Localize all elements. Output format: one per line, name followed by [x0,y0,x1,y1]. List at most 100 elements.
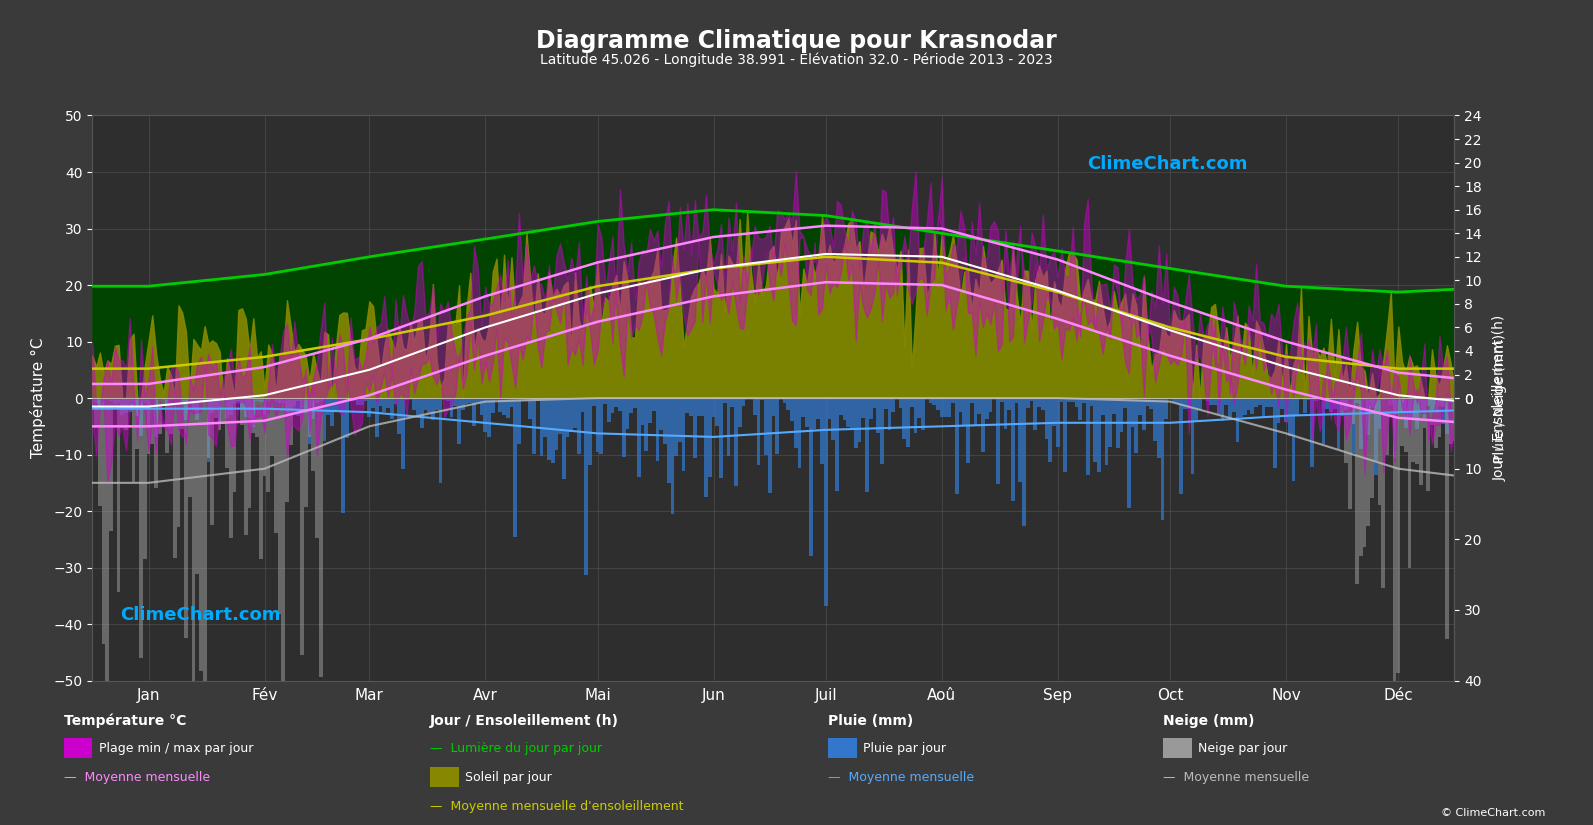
Bar [1373,398,1378,475]
Bar [1340,398,1344,417]
Bar [981,398,984,452]
Bar [196,398,199,574]
Bar [1423,398,1426,428]
Bar [94,398,99,428]
Bar [1426,398,1431,406]
Bar [191,398,196,752]
Bar [843,398,846,420]
Bar [621,398,626,457]
Bar [139,398,143,658]
Bar [1168,398,1172,399]
Bar [573,398,577,428]
Bar [260,398,263,559]
Text: Neige (mm): Neige (mm) [1163,714,1254,728]
Bar [996,398,1000,484]
Bar [1415,398,1419,464]
Bar [1408,398,1411,418]
Bar [965,398,970,464]
Bar [307,398,311,444]
Bar [632,398,637,408]
Bar [393,398,397,403]
Bar [954,398,959,494]
Bar [379,398,382,406]
Bar [1344,398,1348,464]
Bar [1120,398,1123,432]
Bar [701,398,704,416]
Bar [951,398,954,403]
Y-axis label: Pluie / Neige (mm): Pluie / Neige (mm) [1493,333,1507,463]
Bar [593,398,596,406]
Bar [771,398,776,416]
Bar [1228,398,1231,420]
Bar [274,398,277,533]
Bar [502,398,507,415]
Bar [984,398,989,419]
Bar [454,398,457,406]
Bar [734,398,738,486]
Bar [1373,398,1378,461]
Bar [1400,398,1403,446]
Bar [906,398,910,447]
Bar [1329,398,1333,412]
Bar [1220,398,1225,422]
Bar [585,398,588,574]
Bar [543,398,546,437]
Bar [671,398,674,514]
Bar [667,398,671,483]
Bar [1386,398,1389,455]
Bar [879,398,884,464]
Bar [446,398,449,401]
Bar [1126,398,1131,508]
Bar [1045,398,1048,439]
Bar [1351,398,1356,423]
Bar [1397,398,1400,673]
Bar [110,398,113,530]
Bar [161,398,166,399]
Bar [449,398,454,417]
Bar [1157,398,1161,459]
Bar [782,398,787,403]
Bar [1258,398,1262,405]
Bar [1403,398,1408,452]
Bar [483,398,487,432]
Bar [637,398,640,477]
Bar [596,398,599,452]
Bar [1134,398,1139,454]
Bar [1153,398,1157,441]
Bar [1408,398,1411,568]
Bar [102,398,105,404]
Bar [1007,398,1012,410]
Bar [776,398,779,454]
Bar [535,398,540,401]
Bar [413,398,416,410]
Bar [285,398,288,413]
Bar [581,398,585,412]
Bar [566,398,569,437]
Bar [315,398,319,403]
Bar [338,398,341,412]
Bar [357,398,360,405]
Bar [1131,398,1134,427]
Bar [218,398,221,430]
Bar [978,398,981,414]
Bar [801,398,804,417]
Bar [255,398,260,401]
Bar [390,398,393,419]
Bar [199,398,202,401]
Bar [1139,398,1142,415]
Bar [862,398,865,418]
Text: Soleil par jour: Soleil par jour [465,771,551,784]
Bar [1142,398,1145,430]
Bar [554,398,558,450]
Bar [615,398,618,407]
Bar [865,398,868,493]
Bar [932,398,937,405]
Bar [876,398,879,433]
Bar [1000,398,1004,402]
Bar [1348,398,1351,509]
Bar [970,398,973,403]
Bar [435,398,438,410]
Bar [1231,398,1236,412]
Bar [1026,398,1029,408]
Bar [1442,398,1445,425]
